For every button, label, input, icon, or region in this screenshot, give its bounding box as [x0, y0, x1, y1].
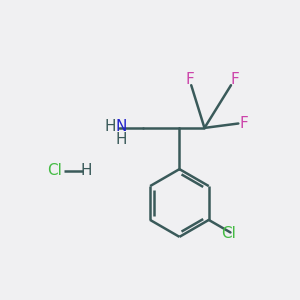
- Text: H: H: [116, 132, 127, 147]
- Text: F: F: [185, 72, 194, 87]
- Text: Cl: Cl: [221, 226, 236, 241]
- Text: Cl: Cl: [47, 163, 62, 178]
- Text: H: H: [81, 163, 92, 178]
- Text: F: F: [239, 116, 248, 131]
- Text: F: F: [230, 72, 239, 87]
- Text: H: H: [105, 119, 116, 134]
- Text: N: N: [116, 119, 127, 134]
